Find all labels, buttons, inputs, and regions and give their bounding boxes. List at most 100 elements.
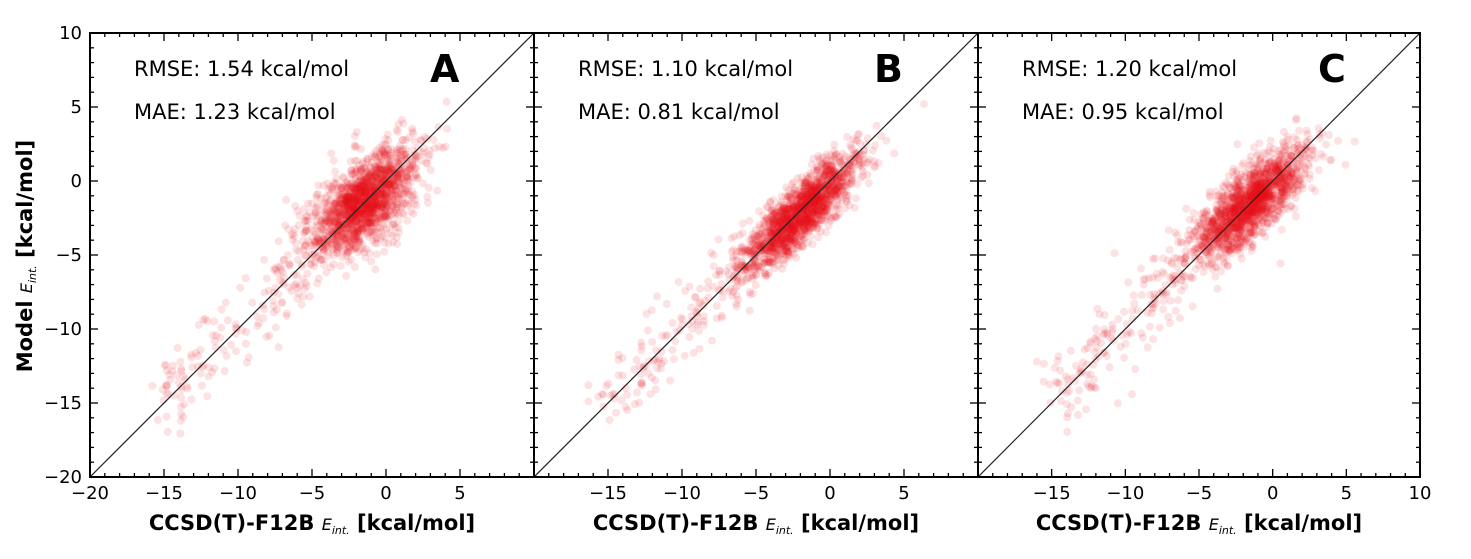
scatter-point — [386, 187, 395, 196]
scatter-point — [408, 156, 417, 165]
scatter-point — [351, 229, 360, 237]
scatter-point — [411, 150, 419, 159]
scatter-point — [426, 166, 435, 174]
scatter-point — [350, 231, 359, 240]
scatter-point — [367, 257, 376, 266]
scatter-point — [709, 251, 718, 260]
scatter-point — [338, 173, 347, 182]
scatter-point — [348, 209, 357, 218]
scatter-point — [369, 177, 378, 186]
scatter-point — [328, 245, 337, 254]
scatter-point — [384, 159, 393, 168]
scatter-point — [372, 170, 381, 179]
scatter-point — [366, 228, 375, 237]
scatter-point — [1205, 187, 1214, 196]
scatter-point — [377, 227, 386, 236]
scatter-point — [381, 213, 390, 222]
scatter-point — [1116, 342, 1125, 351]
scatter-point — [344, 197, 353, 206]
scatter-point — [347, 196, 356, 205]
scatter-point — [783, 243, 792, 252]
scatter-point — [242, 328, 251, 336]
scatter-point — [829, 181, 838, 190]
scatter-point — [352, 217, 360, 226]
scatter-point — [355, 213, 364, 222]
scatter-point — [248, 298, 257, 307]
scatter-point — [312, 221, 321, 230]
scatter-point — [308, 232, 317, 241]
scatter-point — [327, 205, 336, 214]
scatter-point — [420, 132, 429, 141]
scatter-point — [376, 206, 385, 215]
scatter-point — [390, 220, 399, 229]
scatter-point — [348, 213, 357, 222]
scatter-point — [352, 208, 361, 217]
scatter-point — [284, 225, 293, 234]
scatter-point — [350, 190, 359, 199]
scatter-point — [1308, 184, 1316, 193]
scatter-point — [371, 201, 380, 210]
scatter-point — [318, 239, 327, 247]
scatter-point — [334, 226, 343, 235]
scatter-point — [777, 235, 786, 244]
scatter-point — [808, 197, 817, 206]
scatter-point — [358, 195, 366, 203]
scatter-point — [353, 196, 361, 205]
scatter-point — [329, 260, 338, 268]
scatter-point — [850, 203, 859, 212]
scatter-point — [334, 203, 343, 212]
scatter-point — [412, 201, 421, 210]
scatter-point — [320, 261, 328, 269]
scatter-point — [344, 204, 353, 213]
scatter-point — [294, 247, 303, 256]
scatter-point — [397, 174, 406, 183]
scatter-point — [285, 259, 294, 268]
scatter-point — [368, 224, 377, 233]
scatter-point — [262, 332, 271, 341]
scatter-point — [194, 352, 203, 360]
scatter-point — [377, 171, 386, 180]
scatter-point — [390, 166, 398, 175]
scatter-point — [351, 225, 360, 234]
scatter-point — [382, 141, 390, 150]
scatter-point — [791, 237, 800, 246]
scatter-point — [348, 182, 357, 191]
scatter-point — [765, 226, 774, 235]
scatter-point — [386, 183, 395, 192]
scatter-point — [393, 192, 402, 200]
scatter-point — [353, 183, 362, 192]
scatter-point — [367, 216, 376, 225]
scatter-point — [371, 198, 379, 207]
scatter-point — [383, 196, 391, 205]
scatter-point — [378, 156, 387, 165]
scatter-point — [354, 233, 363, 242]
scatter-point — [352, 212, 360, 221]
scatter-point — [820, 170, 829, 179]
scatter-point — [390, 176, 399, 185]
scatter-point — [1039, 359, 1048, 368]
scatter-point — [394, 174, 403, 183]
scatter-point — [349, 217, 358, 226]
scatter-point — [350, 185, 359, 194]
scatter-point — [368, 168, 377, 177]
scatter-point — [789, 204, 798, 213]
scatter-point — [371, 162, 380, 171]
scatter-point — [789, 178, 798, 187]
scatter-point — [314, 221, 323, 230]
scatter-point — [382, 164, 391, 173]
scatter-point — [357, 165, 366, 174]
scatter-point — [380, 169, 389, 178]
scatter-point — [323, 199, 332, 208]
scatter-point — [357, 219, 366, 228]
scatter-point — [335, 201, 344, 210]
scatter-point — [381, 233, 389, 242]
scatter-point — [773, 208, 781, 217]
scatter-point — [391, 223, 400, 232]
scatter-point — [355, 189, 364, 198]
scatter-point — [338, 253, 347, 261]
scatter-point — [1276, 259, 1285, 268]
scatter-point — [333, 249, 342, 258]
scatter-point — [163, 427, 172, 436]
scatter-point — [368, 152, 376, 161]
scatter-point — [293, 255, 302, 264]
